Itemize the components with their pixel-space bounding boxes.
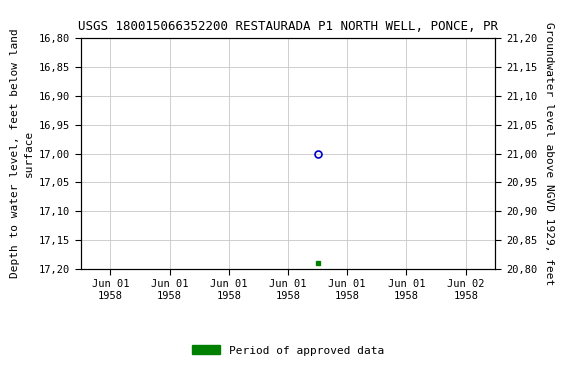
- Legend: Period of approved data: Period of approved data: [188, 341, 388, 360]
- Y-axis label: Groundwater level above NGVD 1929, feet: Groundwater level above NGVD 1929, feet: [544, 22, 554, 285]
- Title: USGS 180015066352200 RESTAURADA P1 NORTH WELL, PONCE, PR: USGS 180015066352200 RESTAURADA P1 NORTH…: [78, 20, 498, 33]
- Y-axis label: Depth to water level, feet below land
surface: Depth to water level, feet below land su…: [10, 29, 33, 278]
